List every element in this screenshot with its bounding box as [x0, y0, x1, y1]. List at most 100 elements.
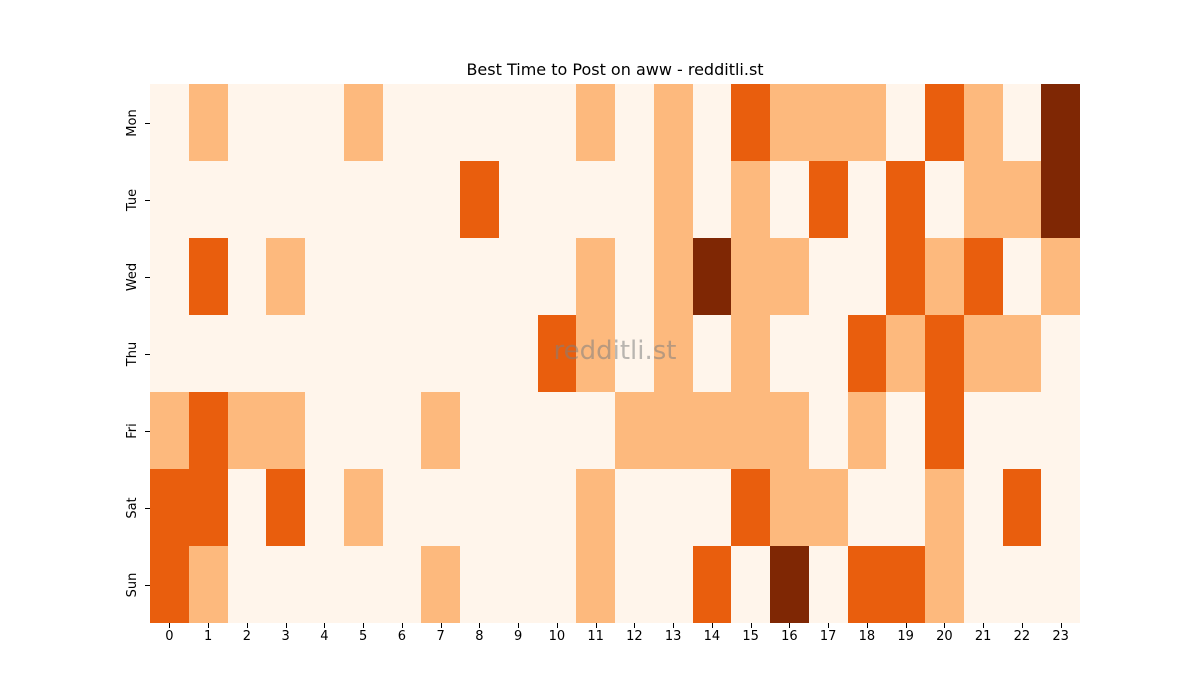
heatmap-cell — [692, 546, 732, 623]
heatmap-cell — [925, 238, 964, 315]
heatmap-cell — [692, 84, 732, 161]
heatmap-cell — [615, 546, 654, 623]
heatmap-cell — [1041, 469, 1080, 546]
heatmap-cell — [886, 469, 925, 546]
heatmap-cell — [188, 392, 228, 469]
heatmap-cell — [925, 469, 964, 546]
heatmap-cell — [188, 161, 228, 238]
heatmap-cell — [886, 315, 925, 392]
heatmap-cell — [808, 161, 848, 238]
heatmap-cell — [576, 392, 615, 469]
heatmap-cell — [615, 161, 654, 238]
heatmap-cell — [343, 315, 383, 392]
heatmap-cell — [537, 469, 577, 546]
heatmap-cell — [382, 392, 422, 469]
x-tick-label: 8 — [475, 629, 484, 644]
heatmap-cell — [150, 238, 189, 315]
x-tick — [246, 623, 248, 628]
x-tick — [479, 623, 481, 628]
x-tick — [828, 623, 830, 628]
heatmap-cell — [498, 469, 538, 546]
heatmap-cell — [188, 546, 228, 623]
heatmap-cell — [382, 546, 422, 623]
heatmap-cell — [770, 238, 809, 315]
heatmap-cell — [963, 392, 1003, 469]
x-tick-label: 2 — [242, 629, 252, 644]
heatmap-cell — [963, 315, 1003, 392]
heatmap-cell — [1041, 238, 1080, 315]
heatmap-cell — [150, 469, 189, 546]
heatmap-cell — [692, 238, 732, 315]
heatmap-cell — [886, 84, 925, 161]
heatmap-cell — [963, 84, 1003, 161]
heatmap-cell — [1002, 469, 1042, 546]
heatmap-cell — [537, 392, 577, 469]
x-tick-label: 19 — [897, 629, 914, 644]
heatmap-cell — [266, 84, 305, 161]
heatmap-cell — [188, 84, 228, 161]
x-tick — [750, 623, 752, 628]
heatmap-cell — [963, 161, 1003, 238]
heatmap-cell — [615, 84, 654, 161]
heatmap-cell — [460, 161, 499, 238]
heatmap-cell — [770, 469, 809, 546]
x-tick — [1021, 623, 1023, 628]
heatmap-cell — [576, 315, 615, 392]
heatmap-cell — [731, 84, 770, 161]
heatmap-cell — [576, 546, 615, 623]
heatmap-cell — [886, 546, 925, 623]
heatmap-cell — [460, 546, 499, 623]
heatmap-cell — [808, 238, 848, 315]
heatmap-cell — [653, 392, 693, 469]
heatmap-cell — [925, 161, 964, 238]
y-tick — [145, 584, 150, 586]
heatmap-cell — [305, 315, 344, 392]
heatmap-cell — [925, 392, 964, 469]
heatmap-cell — [421, 315, 460, 392]
heatmap-cell — [188, 238, 228, 315]
heatmap-cell — [770, 392, 809, 469]
heatmap-cell — [421, 84, 460, 161]
x-tick — [711, 623, 713, 628]
heatmap-cell — [770, 546, 809, 623]
heatmap-cell — [305, 392, 344, 469]
heatmap-cell — [808, 392, 848, 469]
heatmap-cell — [382, 238, 422, 315]
x-tick-label: 20 — [936, 629, 953, 644]
heatmap-cell — [692, 469, 732, 546]
heatmap-cell — [382, 315, 422, 392]
heatmap-cell — [1002, 546, 1042, 623]
y-tick — [145, 276, 150, 278]
heatmap-cell — [1041, 315, 1080, 392]
heatmap-cell — [537, 238, 577, 315]
heatmap-cell — [266, 469, 305, 546]
heatmap-cell — [808, 84, 848, 161]
heatmap-cell — [731, 315, 770, 392]
heatmap-cell — [460, 84, 499, 161]
x-tick — [944, 623, 946, 628]
heatmap-cell — [227, 315, 267, 392]
heatmap-cell — [150, 315, 189, 392]
heatmap-cell — [1041, 392, 1080, 469]
x-tick — [595, 623, 597, 628]
heatmap-cell — [770, 315, 809, 392]
heatmap-cell — [382, 84, 422, 161]
x-tick-label: 7 — [436, 629, 445, 644]
y-tick — [145, 353, 150, 355]
x-tick-label: 1 — [203, 629, 213, 644]
heatmap-cell — [421, 392, 460, 469]
heatmap-cell — [150, 546, 189, 623]
x-tick — [673, 623, 675, 628]
heatmap-cell — [1002, 315, 1042, 392]
heatmap-cell — [808, 469, 848, 546]
y-tick-label: Wed — [125, 262, 140, 291]
heatmap-cell — [305, 469, 344, 546]
heatmap-cell — [537, 84, 577, 161]
x-tick-label: 11 — [587, 629, 604, 644]
x-tick — [905, 623, 907, 628]
heatmap-cell — [615, 315, 654, 392]
x-tick-label: 17 — [819, 629, 837, 644]
heatmap-cell — [188, 469, 228, 546]
y-tick — [145, 199, 150, 201]
x-tick-label: 21 — [974, 629, 992, 644]
